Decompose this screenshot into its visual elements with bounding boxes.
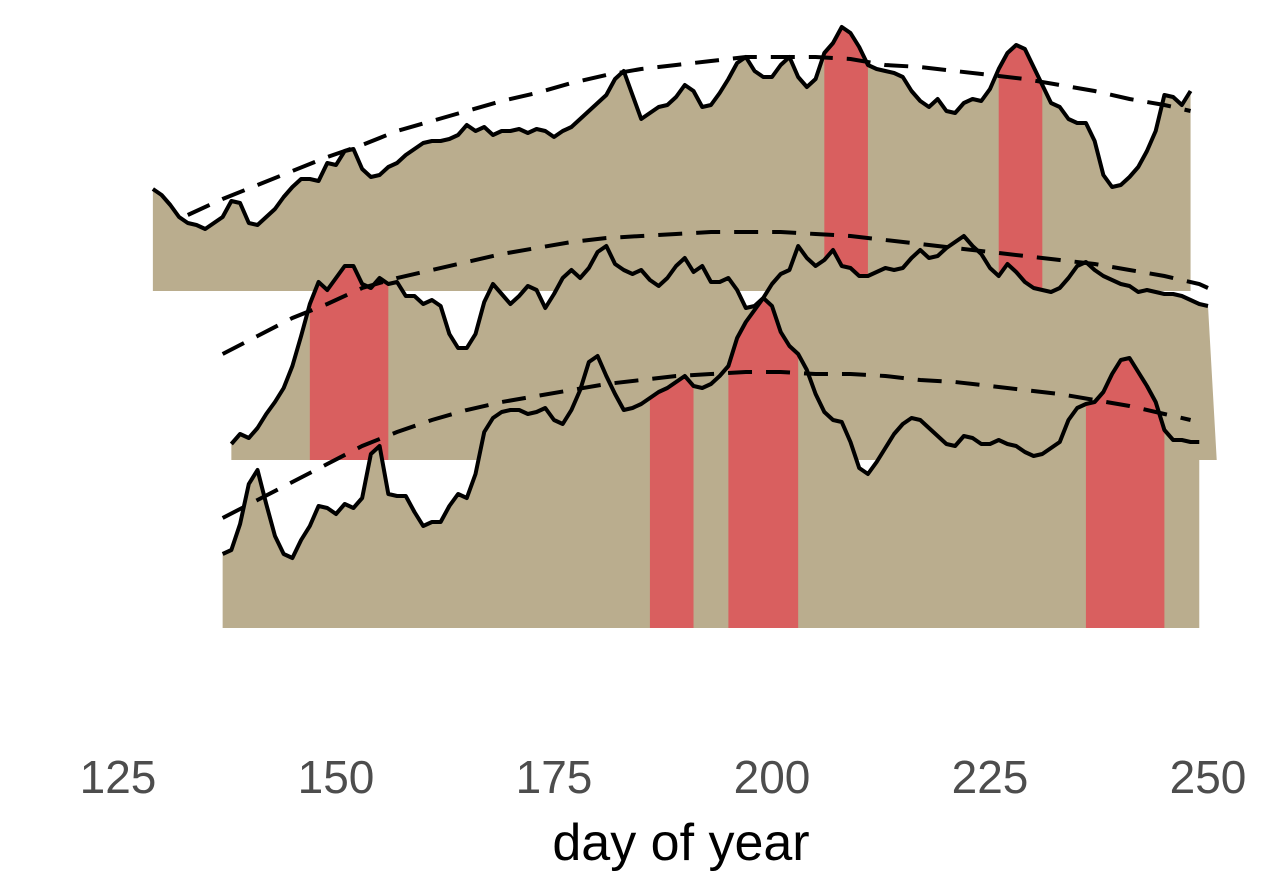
x-tick-label: 225 [952, 751, 1029, 803]
ridge-3-line [221, 296, 1200, 560]
x-tick-label: 175 [516, 751, 593, 803]
ridge-1-highlight-1 [824, 27, 868, 291]
ridge-1-line [151, 25, 1193, 231]
ridge-3-highlight-2 [728, 298, 799, 628]
x-tick-label: 200 [734, 751, 811, 803]
ridge-3-trend [221, 370, 1192, 520]
ridge-2-highlight-1 [309, 266, 389, 460]
ridge-2 [221, 230, 1217, 460]
ridge-3 [221, 296, 1200, 628]
x-tick-label: 250 [1170, 751, 1247, 803]
ridge-3-area [222, 298, 1200, 628]
ridge-3-highlight-3 [1085, 358, 1165, 628]
x-axis-title: day of year [552, 814, 809, 872]
plot-area [151, 25, 1217, 628]
x-tick-label: 125 [80, 751, 157, 803]
ridge-1-area [152, 27, 1191, 291]
x-axis: 125 150 175 200 225 250 [80, 751, 1247, 803]
ridge-3-highlight-1 [649, 376, 694, 628]
ridge-1-highlight-2 [998, 45, 1043, 291]
x-tick-label: 150 [298, 751, 375, 803]
ridge-2-line [229, 234, 1209, 446]
ridge-2-area [231, 236, 1217, 460]
ridge-1 [151, 25, 1193, 291]
